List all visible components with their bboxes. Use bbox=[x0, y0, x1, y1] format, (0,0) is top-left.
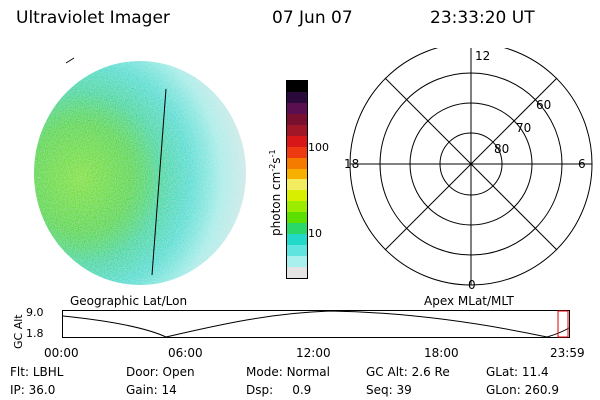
app-title: Ultraviolet Imager bbox=[16, 8, 170, 28]
observation-date: 07 Jun 07 bbox=[272, 8, 353, 28]
info-glat: GLat: 11.4 bbox=[486, 365, 549, 379]
colorbar-band bbox=[287, 81, 307, 92]
colorbar-tick-100: 100 bbox=[308, 141, 329, 154]
timeline-xtick-1200: 12:00 bbox=[296, 346, 331, 360]
colorbar-band bbox=[287, 179, 307, 191]
mlt-label-right: 6 bbox=[578, 157, 586, 171]
mlt-label-top: 12 bbox=[475, 49, 490, 63]
mlt-label-bottom: 0 bbox=[468, 278, 476, 292]
info-mode: Mode: Normal bbox=[246, 365, 330, 379]
colorbar-band bbox=[287, 266, 307, 278]
colorbar-band bbox=[287, 190, 307, 202]
altitude-curve bbox=[62, 310, 570, 338]
apex-coord-label: Apex MLat/MLT bbox=[424, 294, 514, 308]
colorbar-band bbox=[287, 234, 307, 246]
terminator-line bbox=[151, 88, 167, 276]
info-ip: IP: 36.0 bbox=[10, 383, 56, 397]
info-gain: Gain: 14 bbox=[126, 383, 177, 397]
info-seq: Seq: 39 bbox=[366, 383, 412, 397]
orbit-altitude-timeline bbox=[62, 310, 570, 338]
colorbar-band bbox=[287, 223, 307, 235]
frame-mark bbox=[65, 57, 75, 64]
colorbar-band bbox=[287, 124, 307, 136]
info-filter: Flt: LBHL bbox=[10, 365, 64, 379]
mlt-label-left: 18 bbox=[344, 157, 359, 171]
info-door: Door: Open bbox=[126, 365, 195, 379]
colorbar-band bbox=[287, 168, 307, 180]
current-time-marker bbox=[557, 310, 569, 338]
info-glon: GLon: 260.9 bbox=[486, 383, 559, 397]
timeline-xtick-0000: 00:00 bbox=[44, 346, 79, 360]
mlat-label-60: 60 bbox=[536, 98, 551, 112]
colorbar-unit-label: photon cm-2s-1 bbox=[268, 149, 283, 236]
earth-disk bbox=[34, 61, 246, 285]
timeline-ylabel: GC Alt bbox=[12, 314, 25, 349]
info-dsp: Dsp: 0.9 bbox=[246, 383, 312, 397]
timeline-y-bottom: 1.8 bbox=[26, 327, 44, 340]
colorbar-band bbox=[287, 157, 307, 169]
colorbar-band bbox=[287, 91, 307, 103]
colorbar-band bbox=[287, 201, 307, 213]
info-gc-alt: GC Alt: 2.6 Re bbox=[366, 365, 450, 379]
timeline-frame bbox=[62, 310, 570, 338]
polar-diagonal-2 bbox=[384, 77, 558, 251]
colorbar bbox=[286, 80, 308, 279]
timeline-xtick-0600: 06:00 bbox=[168, 346, 203, 360]
colorbar-band bbox=[287, 102, 307, 114]
geographic-coord-label: Geographic Lat/Lon bbox=[70, 294, 188, 308]
timeline-xtick-2359: 23:59 bbox=[550, 346, 585, 360]
colorbar-band bbox=[287, 212, 307, 224]
uv-earth-image bbox=[34, 57, 246, 285]
colorbar-band bbox=[287, 135, 307, 147]
mlat-label-70: 70 bbox=[516, 121, 531, 135]
colorbar-band bbox=[287, 245, 307, 256]
colorbar-band bbox=[287, 146, 307, 158]
polar-mlat-mlt-grid: 12 18 6 0 60 70 80 bbox=[344, 48, 593, 292]
observation-time: 23:33:20 UT bbox=[430, 8, 535, 28]
timeline-y-top: 9.0 bbox=[26, 306, 44, 319]
colorbar-band bbox=[287, 256, 307, 267]
colorbar-band bbox=[287, 113, 307, 125]
mlat-label-80: 80 bbox=[494, 142, 509, 156]
timeline-xtick-1800: 18:00 bbox=[424, 346, 459, 360]
colorbar-tick-10: 10 bbox=[308, 227, 322, 240]
